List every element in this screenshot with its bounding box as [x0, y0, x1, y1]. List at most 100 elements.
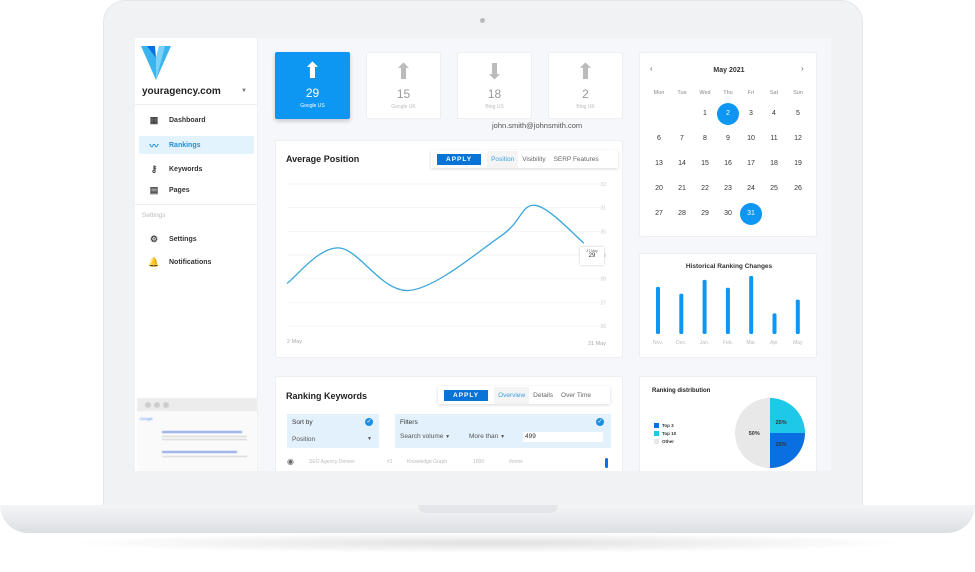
calendar-day[interactable]: 13 [655, 160, 663, 167]
google-logo: Google [140, 416, 153, 421]
x-tick-label: May [793, 340, 803, 346]
kpi-label: Bing US [485, 104, 504, 110]
calendar-day[interactable]: 18 [770, 160, 778, 167]
calendar-day[interactable]: 21 [678, 185, 686, 192]
kpi-value: 2 [582, 87, 589, 101]
sidebar-item-label: Rankings [169, 141, 201, 149]
laptop-shadow [60, 533, 915, 553]
arrow-up-icon: ⬆ [394, 59, 413, 84]
sidebar-item-notifications[interactable]: 🔔 Notifications [139, 253, 254, 271]
calendar-day[interactable]: 12 [794, 135, 802, 142]
tab-overview[interactable]: Overview [494, 386, 530, 404]
calendar-day[interactable]: 31 [740, 203, 762, 225]
calendar-day[interactable]: 26 [794, 185, 802, 192]
x-tick-label: Apr. [770, 340, 779, 346]
calendar-day[interactable]: 2 [717, 103, 739, 125]
sidebar-item-dashboard[interactable]: ▦ Dashboard [139, 111, 254, 129]
sidebar-item-keywords[interactable]: ⚷ Keywords [139, 160, 254, 178]
arrow-up-icon: ⬆ [576, 59, 595, 84]
calendar: ‹ May 2021 › Mon Tue Wed Thu Fri Sat Sun 1 2 3 4 5 6… [639, 52, 817, 237]
calendar-day[interactable]: 19 [794, 160, 802, 167]
eye-icon[interactable]: ◉ [287, 457, 294, 466]
tab-details[interactable]: Details [533, 391, 554, 399]
check-icon[interactable]: ✓ [596, 418, 604, 426]
ranking-pie-chart: 25% 25% 50% [735, 398, 805, 468]
kpi-card-bing-uk[interactable]: ⬆ 2 Bing UK [548, 52, 623, 119]
calendar-day[interactable]: 28 [678, 210, 686, 217]
calendar-day[interactable]: 16 [724, 160, 732, 167]
volume-cell: 1000 [473, 459, 485, 465]
calendar-day[interactable]: 29 [701, 210, 709, 217]
calendar-day[interactable]: 1 [703, 110, 707, 117]
card-title: Average Position [286, 154, 360, 164]
calendar-day[interactable]: 25 [770, 185, 778, 192]
calendar-day[interactable]: 15 [701, 160, 709, 167]
calendar-day[interactable]: 27 [655, 210, 663, 217]
calendar-day[interactable]: 30 [724, 210, 732, 217]
calendar-day[interactable]: 22 [701, 185, 709, 192]
x-tick-label: 2 May [287, 339, 302, 345]
sidebar-item-label: Notifications [169, 258, 212, 266]
apply-button[interactable]: APPLY [437, 153, 482, 165]
calendar-day[interactable]: 14 [678, 160, 686, 167]
calendar-day[interactable]: 6 [657, 135, 661, 142]
scrollbar[interactable] [605, 458, 608, 468]
filter-field: Search volume [400, 433, 444, 440]
calendar-day[interactable]: 23 [724, 185, 732, 192]
calendar-day[interactable]: 3 [749, 110, 753, 117]
card-title: Ranking distribution [652, 388, 711, 394]
tab-serp-features[interactable]: SERP Features [553, 155, 599, 163]
calendar-day[interactable]: 24 [747, 185, 755, 192]
sidebar-item-rankings[interactable]: 〰 Rankings [139, 136, 254, 154]
calendar-day[interactable]: 5 [796, 110, 800, 117]
pie-slice [735, 398, 770, 468]
kpi-card-bing-us[interactable]: ⬇ 18 Bing US [457, 52, 532, 119]
x-tick-label: Nov. [653, 340, 663, 346]
average-position-chart: 32 31 30 29 28 27 26 2 May 31 May [286, 182, 606, 347]
check-icon[interactable]: ✓ [365, 418, 373, 426]
kpi-card-google-us[interactable]: ⬆ 29 Google US [275, 52, 350, 119]
kpi-label: Bing UK [576, 104, 595, 110]
tab-position[interactable]: Position [487, 150, 519, 168]
domain-selector[interactable]: youragency.com [142, 86, 221, 97]
legend-swatch [654, 439, 659, 444]
kpi-card-google-uk[interactable]: ⬆ 15 Google UK [366, 52, 441, 119]
tab-visibility[interactable]: Visibility [522, 155, 546, 163]
weekday-label: Wed [699, 90, 711, 96]
weekday-label: Thu [723, 90, 733, 96]
calendar-day[interactable]: 7 [680, 135, 684, 142]
apply-button[interactable]: APPLY [444, 389, 489, 401]
filter-value-input[interactable]: 499 [523, 432, 603, 442]
arrow-up-icon: ⬆ [303, 58, 322, 83]
prev-month-icon[interactable]: ‹ [650, 64, 653, 73]
trending-icon: 〰 [149, 140, 159, 151]
filter-field-select[interactable]: Search volume ▼ [400, 433, 451, 440]
dashboard-icon: ▦ [149, 114, 159, 125]
tab-over-time[interactable]: Over Time [561, 391, 592, 399]
sort-select[interactable]: Position ▼ [292, 436, 376, 443]
calendar-day[interactable]: 8 [703, 135, 707, 142]
legend-item: Top 10 [654, 431, 676, 436]
historical-bar-chart: Nov. Dec. Jan. Feb. Mar. Apr. May [653, 276, 803, 346]
bell-icon: 🔔 [148, 256, 160, 267]
calendar-day[interactable]: 9 [726, 135, 730, 142]
weekday-label: Tue [677, 90, 687, 96]
legend-item: Other [654, 439, 676, 444]
calendar-day[interactable]: 10 [747, 135, 755, 142]
pie-label: 25% [776, 420, 787, 426]
filter-op-select[interactable]: More than ▼ [469, 433, 506, 440]
chevron-down-icon[interactable]: ▼ [241, 88, 247, 94]
calendar-day[interactable]: 17 [747, 160, 755, 167]
sidebar-item-pages[interactable]: ▤ Pages [139, 181, 254, 199]
y-tick-label: 31 [600, 206, 606, 212]
key-icon: ⚷ [150, 163, 158, 174]
x-tick-label: Mar. [746, 340, 756, 346]
sidebar-item-settings[interactable]: ⚙ Settings [139, 230, 254, 248]
pie-label: 50% [749, 431, 760, 437]
calendar-day[interactable]: 20 [655, 185, 663, 192]
x-tick-label: 31 May [588, 341, 606, 347]
next-month-icon[interactable]: › [801, 64, 804, 73]
calendar-day[interactable]: 4 [772, 110, 776, 117]
legend-swatch [654, 423, 659, 428]
calendar-day[interactable]: 11 [770, 135, 778, 142]
